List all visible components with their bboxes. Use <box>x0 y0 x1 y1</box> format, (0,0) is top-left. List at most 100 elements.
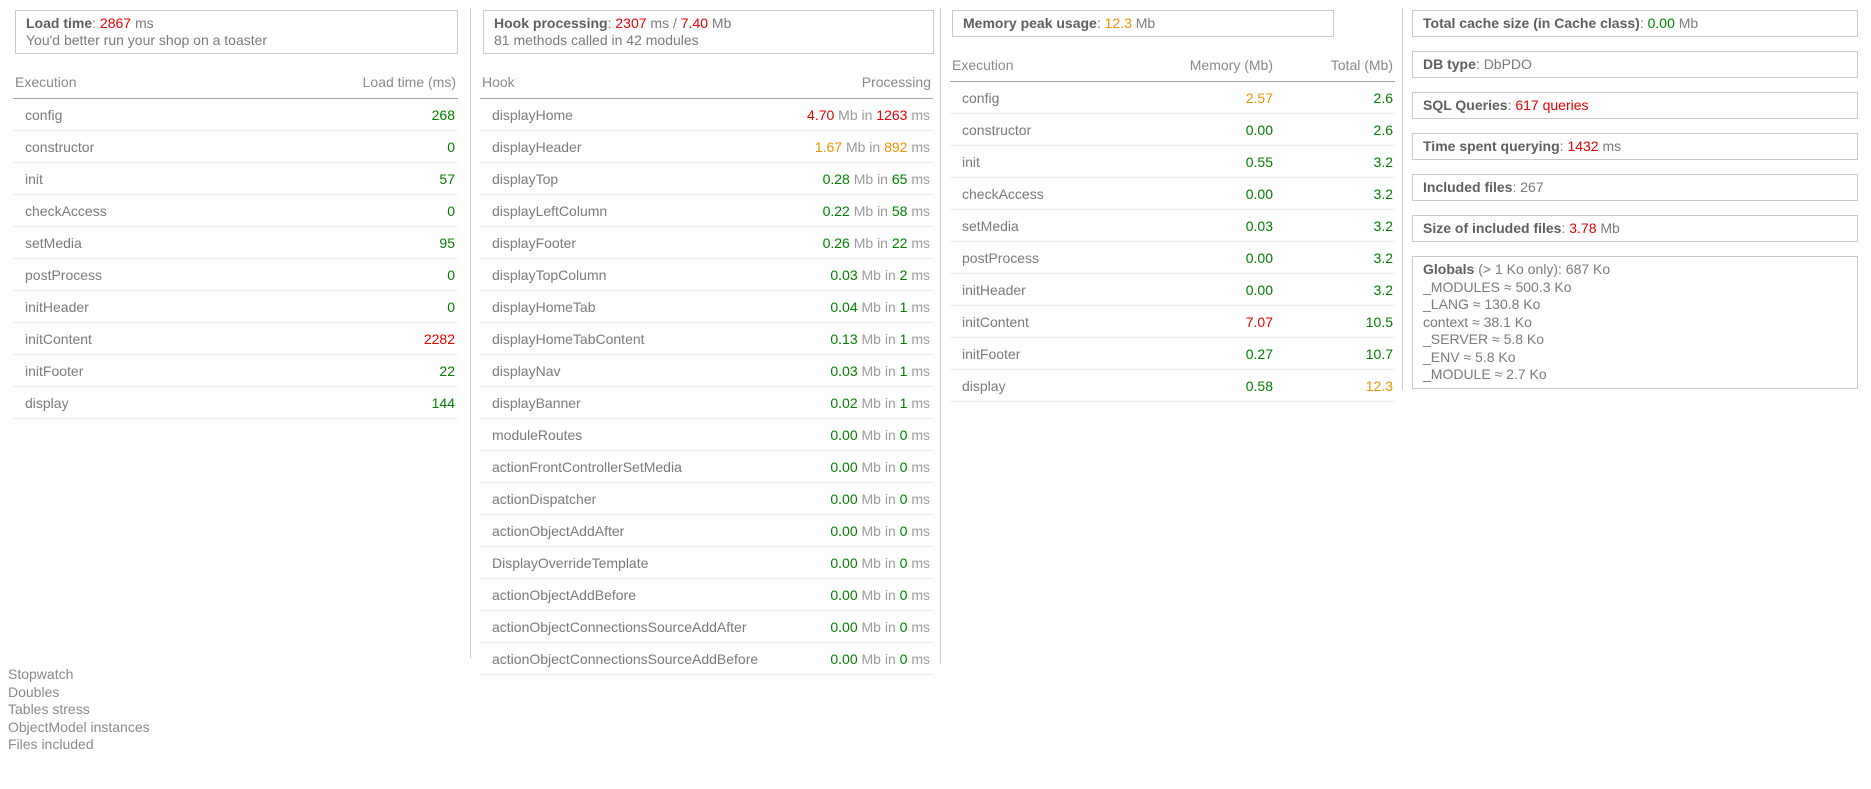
stat-box: Total cache size (in Cache class): 0.00 … <box>1412 10 1858 37</box>
ms-unit: ms <box>907 522 930 539</box>
column-divider <box>940 8 941 664</box>
table-header-row: Execution Memory (Mb) Total (Mb) <box>950 49 1395 82</box>
execution-step-label: initFooter <box>950 337 1160 370</box>
stat-separator: : <box>1561 220 1570 236</box>
table-row: DisplayOverrideTemplate 0.00 Mb in 0 ms <box>480 546 933 579</box>
load-time-value: 0 <box>233 130 458 163</box>
column-header-total: Total (Mb) <box>1275 49 1395 82</box>
table-row: setMedia 95 <box>13 226 458 259</box>
table-row: displayTop 0.28 Mb in 65 ms <box>480 162 933 195</box>
execution-step-label: checkAccess <box>13 194 234 227</box>
global-variable-item: _SERVER ≈ 5.8 Ko <box>1423 331 1545 347</box>
hook-time-value: 0 <box>899 426 908 443</box>
load-time-label: Load time <box>26 15 93 31</box>
execution-step-label: postProcess <box>13 258 234 291</box>
memory-total-value: 3.2 <box>1275 177 1395 210</box>
memory-total-value: 3.2 <box>1275 273 1395 306</box>
table-row: postProcess 0.00 3.2 <box>950 241 1395 274</box>
ms-unit: ms <box>907 490 930 507</box>
hook-processing-value: 0.00 Mb in 0 ms <box>790 642 933 675</box>
memory-peak-unit: Mb <box>1135 15 1156 31</box>
load-time-value: 2867 <box>99 15 132 31</box>
hook-time-value: 1 <box>899 298 908 315</box>
hook-name: displayHome <box>480 98 791 131</box>
hook-memory-value: 0.00 <box>830 650 858 667</box>
hook-processing-value: 0.00 Mb in 0 ms <box>790 514 933 547</box>
table-row: config 2.57 2.6 <box>950 81 1395 114</box>
ms-unit: ms <box>907 586 930 603</box>
hook-memory-value: 0.02 <box>830 394 858 411</box>
column-header-processing: Processing <box>790 66 933 99</box>
load-time-value: 0 <box>233 258 458 291</box>
hook-memory-value: 0.26 <box>822 234 850 251</box>
hook-processing-value: 0.02 Mb in 1 ms <box>790 386 933 419</box>
hook-time-value: 0 <box>899 618 908 635</box>
memory-in-unit: Mb in <box>857 458 900 475</box>
table-row: actionDispatcher 0.00 Mb in 0 ms <box>480 482 933 515</box>
hook-memory-value: 0.13 <box>830 330 858 347</box>
section-link: Stopwatch <box>8 666 74 682</box>
execution-step-label: checkAccess <box>950 177 1160 210</box>
hook-memory-unit: Mb <box>711 15 732 31</box>
table-row: constructor 0.00 2.6 <box>950 113 1395 146</box>
load-time-unit: ms <box>134 15 154 31</box>
stat-label: Time spent querying <box>1423 138 1560 154</box>
execution-step-label: init <box>13 162 234 195</box>
ms-unit: ms <box>907 266 930 283</box>
stat-label: Included files <box>1423 179 1513 195</box>
hook-time-value: 2307 <box>615 15 647 31</box>
execution-step-label: init <box>950 145 1160 178</box>
stat-label: SQL Queries <box>1423 97 1508 113</box>
hook-memory-value: 0.00 <box>830 554 858 571</box>
load-time-panel: Load time: 2867 ms You'd better run your… <box>5 0 460 419</box>
column-header-execution: Execution <box>13 66 234 99</box>
table-row: displayHome 4.70 Mb in 1263 ms <box>480 98 933 131</box>
global-variable-item: _ENV ≈ 5.8 Ko <box>1423 348 1516 365</box>
hook-memory-value: 0.03 <box>830 362 858 379</box>
global-variable-item: context ≈ 38.1 Ko <box>1423 313 1532 330</box>
hook-processing-value: 0.28 Mb in 65 ms <box>790 162 933 195</box>
memory-total-value: 3.2 <box>1275 241 1395 274</box>
memory-value: 0.55 <box>1160 145 1275 178</box>
memory-in-unit: Mb in <box>834 106 877 123</box>
ms-unit: ms <box>907 330 930 347</box>
memory-total-value: 10.5 <box>1275 305 1395 338</box>
hook-processing-value: 0.03 Mb in 2 ms <box>790 258 933 291</box>
execution-step-label: initContent <box>950 305 1160 338</box>
ms-unit: ms <box>907 298 930 315</box>
hook-time-value: 1 <box>899 394 908 411</box>
hook-time-value: 1263 <box>876 106 908 123</box>
hook-time-value: 1 <box>899 362 908 379</box>
stat-separator: : <box>1475 56 1484 72</box>
table-row: constructor 0 <box>13 130 458 163</box>
memory-in-unit: Mb in <box>857 426 900 443</box>
table-row: displayNav 0.03 Mb in 1 ms <box>480 354 933 387</box>
section-link: Tables stress <box>8 701 90 718</box>
hook-memory-value: 0.00 <box>830 426 858 443</box>
memory-total-value: 10.7 <box>1275 337 1395 370</box>
hook-name: displayTopColumn <box>480 258 791 291</box>
table-row: actionFrontControllerSetMedia 0.00 Mb in … <box>480 450 933 483</box>
hook-processing-panel: Hook processing: 2307 ms / 7.40 Mb 81 me… <box>472 0 934 675</box>
stat-value: 267 <box>1520 179 1544 195</box>
stat-value: 0.00 <box>1647 15 1675 31</box>
hook-memory-value: 4.70 <box>807 106 835 123</box>
load-time-table: Execution Load time (ms) config 268 constr… <box>13 66 458 419</box>
memory-value: 0.03 <box>1160 209 1275 242</box>
hook-name: moduleRoutes <box>480 418 791 451</box>
memory-in-unit: Mb in <box>857 362 900 379</box>
stat-value: 1432 <box>1567 138 1599 154</box>
table-row: init 57 <box>13 162 458 195</box>
execution-step-label: setMedia <box>13 226 234 259</box>
hook-time-value: 892 <box>884 138 908 155</box>
table-row: initFooter 0.27 10.7 <box>950 337 1395 370</box>
hook-processing-value: 0.00 Mb in 0 ms <box>790 578 933 611</box>
table-row: checkAccess 0.00 3.2 <box>950 177 1395 210</box>
stat-label: Size of included files <box>1423 220 1562 236</box>
memory-total-value: 3.2 <box>1275 209 1395 242</box>
stat-box: Size of included files: 3.78 Mb <box>1412 215 1858 242</box>
memory-peak-headline: Memory peak usage: 12.3 Mb <box>963 15 1156 31</box>
table-row: actionObjectAddBefore 0.00 Mb in 0 ms <box>480 578 933 611</box>
hook-name: actionObjectConnectionsSourceAddAfter <box>480 610 791 643</box>
memory-in-unit: Mb in <box>849 202 892 219</box>
